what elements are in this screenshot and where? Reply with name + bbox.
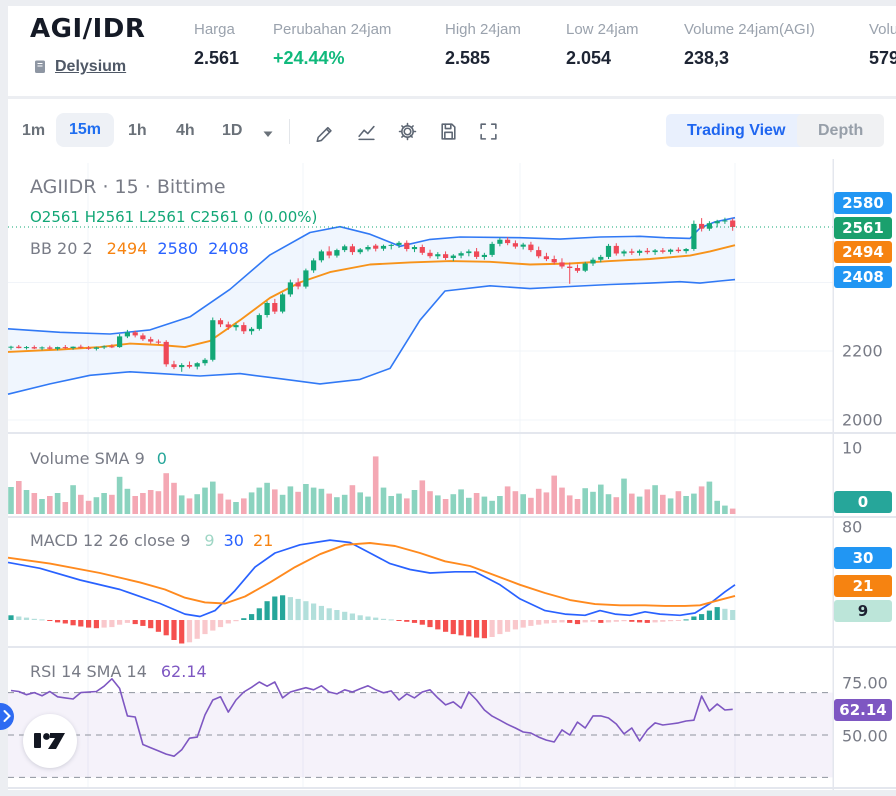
rsi-value: 62.14 bbox=[160, 662, 207, 681]
macd-legend[interactable]: MACD 12 26 close 9 9 30 21 bbox=[30, 531, 273, 550]
ohlc-values: O2561 H2561 L2561 C2561 0 (0.00%) bbox=[30, 208, 318, 226]
bb-upper-value: 2580 bbox=[157, 239, 199, 258]
stat-volume-agi: Volume 24jam(AGI) 238,3 bbox=[684, 21, 815, 69]
rsi-label: RSI 14 SMA 14 bbox=[30, 662, 147, 681]
timeframe-1d[interactable]: 1D bbox=[222, 122, 243, 139]
bb-lower-value: 2408 bbox=[208, 239, 249, 258]
market-header: AGI/IDR Delysium Harga 2.561 Perubahan 2… bbox=[8, 6, 896, 96]
volume-label: Volume SMA 9 bbox=[30, 449, 145, 468]
line-chart-icon[interactable] bbox=[356, 121, 377, 142]
ohlc-legend[interactable]: O2561 H2561 L2561 C2561 0 (0.00%) bbox=[30, 208, 317, 226]
pane-scroll-button[interactable] bbox=[0, 703, 14, 730]
timeframe-4h[interactable]: 4h bbox=[176, 122, 195, 139]
stat-high-24h: High 24jam 2.585 bbox=[445, 21, 521, 69]
stat-change-24h: Perubahan 24jam +24.44% bbox=[273, 21, 391, 69]
timeframe-1m[interactable]: 1m bbox=[22, 122, 46, 139]
volume-value: 0 bbox=[156, 449, 167, 468]
tradingview-logo[interactable] bbox=[23, 714, 77, 768]
stat-label: Perubahan 24jam bbox=[273, 21, 392, 38]
macd-fast-value: 9 bbox=[204, 531, 215, 550]
stat-label: Volume 24jam(AGI) bbox=[684, 21, 815, 38]
chevron-down-icon[interactable] bbox=[258, 124, 279, 145]
gear-icon[interactable] bbox=[397, 121, 418, 142]
token-link[interactable]: Delysium bbox=[55, 58, 127, 75]
stat-value: 238,3 bbox=[684, 48, 730, 68]
symbol-legend[interactable]: AGIIDR · 15 · Bittime bbox=[30, 176, 226, 198]
stat-value: +24.44% bbox=[273, 48, 345, 68]
bb-mid-value: 2494 bbox=[106, 239, 148, 258]
stat-label: Harga bbox=[194, 21, 235, 38]
bb-legend[interactable]: BB 20 2 2494 2580 2408 bbox=[30, 239, 249, 258]
bb-label: BB 20 2 bbox=[30, 239, 93, 258]
save-icon[interactable] bbox=[438, 121, 459, 142]
macd-signal-value: 21 bbox=[252, 531, 274, 550]
stat-value: 2.054 bbox=[566, 48, 612, 68]
pair-title: AGI/IDR bbox=[30, 14, 146, 44]
macd-slow-value: 30 bbox=[223, 531, 244, 550]
stat-volume-idr-clipped: Volu 579 bbox=[869, 21, 896, 69]
stat-value: 579 bbox=[869, 48, 896, 68]
timeframe-1h[interactable]: 1h bbox=[128, 122, 147, 139]
stat-label: Volu bbox=[869, 21, 896, 38]
stat-low-24h: Low 24jam 2.054 bbox=[566, 21, 639, 69]
stat-label: High 24jam bbox=[445, 21, 521, 38]
stat-harga: Harga 2.561 bbox=[194, 21, 239, 69]
stat-label: Low 24jam bbox=[566, 21, 639, 38]
macd-label: MACD 12 26 close 9 bbox=[30, 531, 191, 550]
tab-trading-view[interactable]: Trading View bbox=[666, 114, 807, 147]
timeframe-15m[interactable]: 15m bbox=[56, 113, 115, 147]
tradingview-mark-icon bbox=[34, 733, 65, 749]
stat-value: 2.585 bbox=[445, 48, 491, 68]
toolbar-divider bbox=[289, 119, 290, 144]
rsi-legend[interactable]: RSI 14 SMA 14 62.14 bbox=[30, 662, 207, 681]
book-icon bbox=[35, 60, 45, 73]
token-row: Delysium bbox=[32, 58, 126, 76]
draw-icon[interactable] bbox=[314, 121, 335, 143]
fullscreen-icon[interactable] bbox=[478, 121, 499, 142]
stat-value: 2.561 bbox=[194, 48, 240, 68]
tab-depth[interactable]: Depth bbox=[797, 114, 885, 147]
volume-legend[interactable]: Volume SMA 9 0 bbox=[30, 449, 167, 468]
